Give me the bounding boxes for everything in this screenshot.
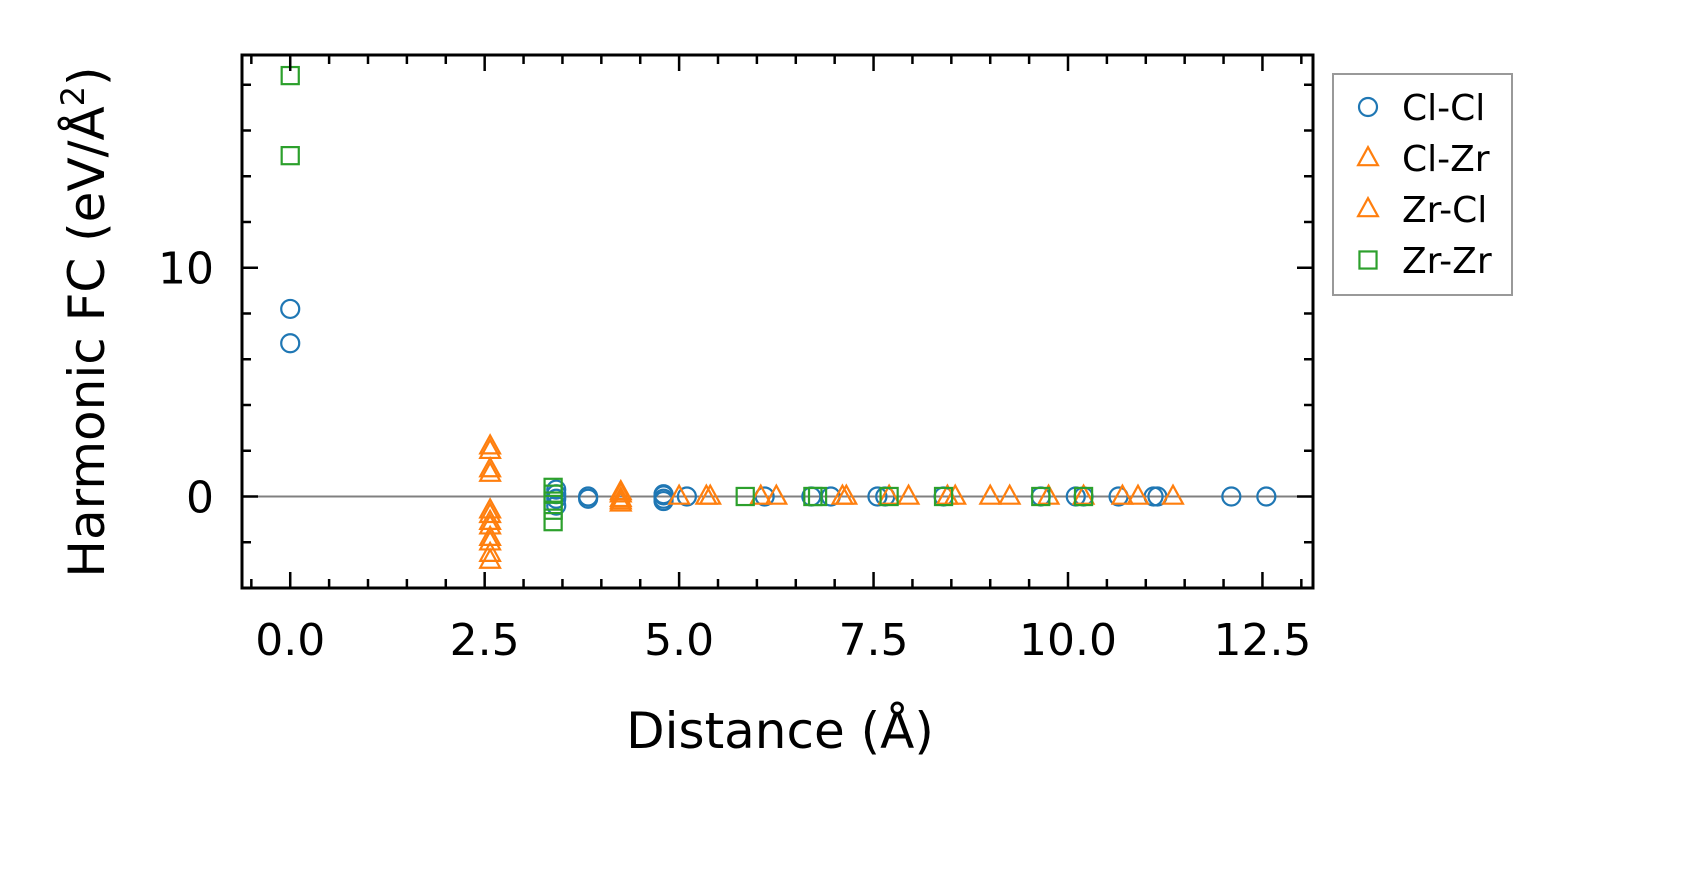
y-tick-label: 10 <box>158 244 214 295</box>
data-point <box>609 481 633 503</box>
data-point <box>896 483 921 505</box>
data-point <box>609 478 633 501</box>
data-point <box>694 483 719 505</box>
x-tick-label: 2.5 <box>450 615 520 666</box>
data-point <box>280 146 300 166</box>
data-point <box>749 483 773 505</box>
data-point <box>478 501 502 524</box>
data-point <box>653 490 674 512</box>
data-point <box>1256 486 1277 507</box>
plot-frame <box>240 53 1315 590</box>
data-point <box>478 497 502 519</box>
series-zr-zr <box>280 65 1094 532</box>
axes: 0.0 2.5 5.0 7.5 10.0 12.5 0 10 <box>158 53 1315 666</box>
data-point <box>933 486 954 507</box>
data-point <box>478 460 502 482</box>
data-point <box>830 483 855 505</box>
x-tick-label: 12.5 <box>1213 615 1311 666</box>
data-point <box>546 479 567 500</box>
data-point <box>667 483 691 505</box>
data-point <box>478 547 502 569</box>
legend-box <box>1332 73 1513 296</box>
y-axis-label: Harmonic FC (eV/Å2) <box>54 66 116 577</box>
data-point <box>609 487 633 510</box>
legend-label: Zr-Zr <box>1402 241 1492 282</box>
legend-marker-zr-cl <box>1356 195 1380 218</box>
data-point <box>1126 483 1150 505</box>
data-point <box>280 298 301 320</box>
legend-item: Zr-Zr <box>1358 241 1492 282</box>
data-point <box>546 488 567 509</box>
data-point <box>543 500 563 520</box>
data-point <box>578 488 599 509</box>
legend-label: Cl-Cl <box>1402 88 1485 129</box>
legend: Cl-Cl Cl-Zr Zr-Cl Zr-Zr <box>1332 73 1513 296</box>
data-point <box>478 455 502 478</box>
y-axis-label-main: Harmonic FC (eV/Å <box>58 106 116 577</box>
data-point <box>1161 483 1185 505</box>
legend-marker-zr-zr <box>1358 250 1378 270</box>
data-point <box>280 333 301 354</box>
legend-item: Cl-Cl <box>1357 88 1485 129</box>
legend-marker-cl-zr <box>1356 144 1380 167</box>
y-tick-label: 0 <box>186 472 214 523</box>
x-tick-label: 10.0 <box>1019 615 1117 666</box>
legend-marker-cl-cl <box>1357 96 1379 118</box>
data-point <box>735 486 755 507</box>
data-point <box>764 483 789 505</box>
data-point <box>1221 486 1242 507</box>
data-point <box>609 485 633 508</box>
data-point <box>807 486 828 507</box>
y-axis-label-close: ) <box>58 66 116 86</box>
y-axis-label-superscript: 2 <box>54 86 92 106</box>
data-point <box>879 486 899 507</box>
legend-item: Cl-Zr <box>1356 139 1490 180</box>
data-point <box>478 540 502 562</box>
data-point <box>877 483 901 505</box>
data-point <box>1073 486 1094 507</box>
data-point <box>1031 486 1051 507</box>
data-point <box>867 486 888 507</box>
x-axis-label: Distance (Å) <box>626 702 934 760</box>
data-point <box>478 433 502 455</box>
x-tick-label: 0.0 <box>255 615 325 666</box>
series-cl-cl <box>280 298 1277 516</box>
x-tick-label: 5.0 <box>644 615 714 666</box>
data-point <box>1110 483 1135 505</box>
data-point <box>543 512 563 532</box>
series-zr-cl <box>478 433 1150 562</box>
data-point <box>978 483 1002 505</box>
plot-area <box>242 65 1313 569</box>
x-tick-label: 7.5 <box>839 615 909 666</box>
legend-label: Zr-Cl <box>1402 190 1487 231</box>
data-point <box>676 486 697 507</box>
legend-label: Cl-Zr <box>1402 139 1490 180</box>
data-point <box>997 483 1022 505</box>
data-point <box>1071 483 1096 505</box>
legend-item: Zr-Cl <box>1356 190 1487 231</box>
